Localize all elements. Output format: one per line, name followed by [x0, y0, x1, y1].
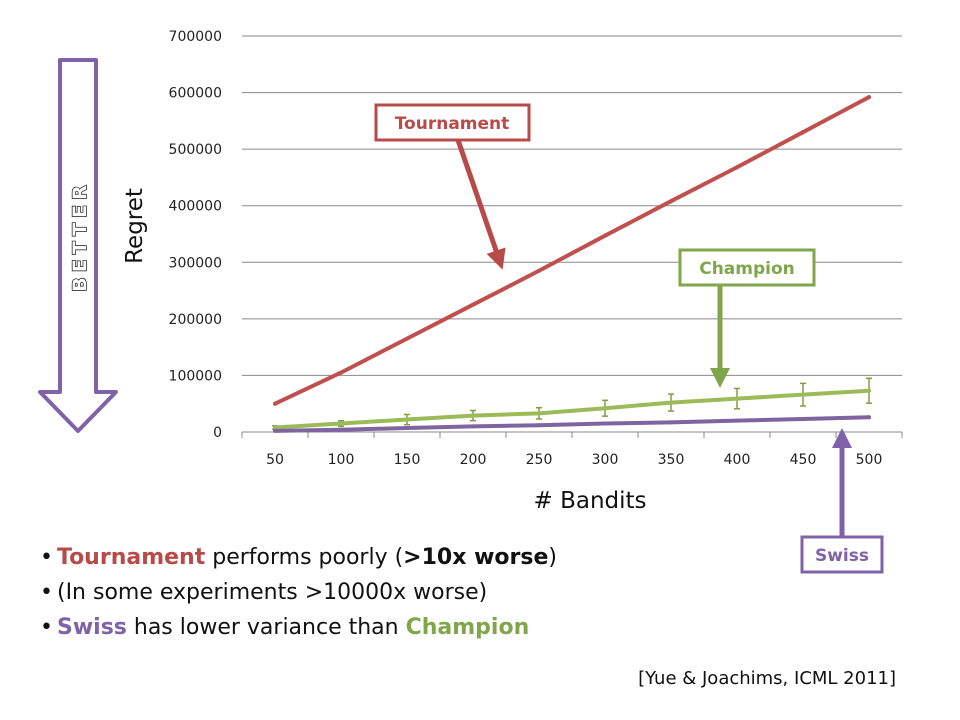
bullet-2-text: (In some experiments >10000x worse)	[56, 580, 488, 605]
data-point	[471, 302, 475, 307]
data-point	[603, 421, 607, 426]
data-point	[603, 233, 607, 238]
tournament-callout-label: Tournament	[395, 114, 510, 134]
data-point	[867, 415, 871, 420]
bullet-1-emphasis: >10x worse	[403, 545, 549, 570]
bullet-2: (In some experiments >10000x worse)	[40, 575, 557, 610]
champion-callout-label: Champion	[699, 259, 795, 279]
data-point	[735, 396, 739, 401]
bullet-1: Tournament performs poorly (>10x worse)	[40, 540, 557, 575]
data-point	[669, 420, 673, 425]
y-tick-label: 600000	[169, 86, 222, 102]
data-point	[735, 418, 739, 423]
data-point	[339, 370, 343, 375]
series-points-champion	[273, 388, 871, 430]
data-point	[273, 401, 277, 406]
champion-callout-box	[678, 248, 816, 287]
y-axis-title: Regret	[122, 188, 148, 264]
series-line-champion	[273, 388, 871, 430]
bullet-3-highlight-champion: Champion	[405, 615, 530, 640]
data-point	[669, 400, 673, 405]
bullet-1-close: )	[548, 545, 557, 570]
better-label: BETTER	[69, 180, 91, 291]
series-points-swiss	[273, 415, 871, 433]
y-tick-label: 700000	[169, 29, 222, 45]
x-tick-label: 50	[266, 452, 284, 468]
data-point	[801, 392, 805, 397]
bullet-1-text: performs poorly (	[205, 545, 404, 570]
x-tick-label: 450	[790, 452, 817, 468]
data-point	[801, 416, 805, 421]
data-point	[339, 427, 343, 432]
bullet-3: Swiss has lower variance than Champion	[40, 610, 557, 645]
y-tick-label: 0	[213, 425, 222, 441]
data-point	[339, 421, 343, 426]
better-arrow: BETTER	[38, 58, 118, 433]
swiss-callout: Swiss	[800, 428, 884, 574]
x-tick-label: 500	[856, 452, 883, 468]
data-point	[471, 413, 475, 418]
citation: [Yue & Joachims, ICML 2011]	[638, 668, 896, 689]
bullet-3-text: has lower variance than	[126, 615, 406, 640]
grid-lines	[242, 35, 902, 376]
bullet-1-highlight: Tournament	[56, 545, 206, 570]
data-point	[273, 428, 277, 433]
data-point	[867, 95, 871, 100]
tournament-callout-box	[374, 103, 531, 142]
data-point	[405, 426, 409, 431]
y-tick-label: 300000	[169, 255, 222, 271]
series-line-swiss	[273, 415, 871, 433]
data-point	[405, 417, 409, 422]
data-point	[537, 411, 541, 416]
bullet-list: Tournament performs poorly (>10x worse) …	[40, 540, 557, 645]
x-tick-label: 100	[328, 452, 355, 468]
bullet-3-highlight-swiss: Swiss	[56, 615, 127, 640]
data-point	[867, 388, 871, 393]
x-tick-label: 400	[724, 452, 751, 468]
data-point	[537, 423, 541, 428]
data-point	[669, 199, 673, 204]
x-tick-label: 350	[658, 452, 685, 468]
y-axis-ticks: 0 100000 200000 300000 400000 500000 600000 700…	[169, 29, 222, 441]
data-point	[471, 424, 475, 429]
y-tick-label: 400000	[169, 199, 222, 215]
swiss-callout-label: Swiss	[815, 546, 869, 566]
swiss-callout-box	[800, 535, 884, 574]
series-group	[272, 95, 872, 433]
champion-callout: Champion	[678, 248, 816, 388]
better-arrow-shape	[38, 58, 118, 433]
x-axis-title: # Bandits	[533, 488, 646, 514]
y-tick-label: 500000	[169, 142, 222, 158]
data-point	[537, 268, 541, 273]
tournament-callout-arrow	[455, 139, 506, 270]
y-tick-label: 200000	[169, 312, 222, 328]
tournament-callout: Tournament	[374, 103, 531, 270]
x-tick-label: 300	[592, 452, 619, 468]
data-point	[603, 406, 607, 411]
data-point	[735, 165, 739, 170]
data-point	[273, 425, 277, 430]
x-tick-label: 250	[526, 452, 553, 468]
x-tick-label: 200	[460, 452, 487, 468]
x-axis-ticks: 50 100 150 200 250 300 350 400 450 500	[241, 432, 903, 468]
data-point	[801, 130, 805, 135]
x-tick-label: 150	[394, 452, 421, 468]
series-line-tournament	[273, 95, 871, 406]
series-points-tournament	[273, 95, 871, 406]
data-point	[405, 336, 409, 341]
y-tick-label: 100000	[169, 368, 222, 384]
